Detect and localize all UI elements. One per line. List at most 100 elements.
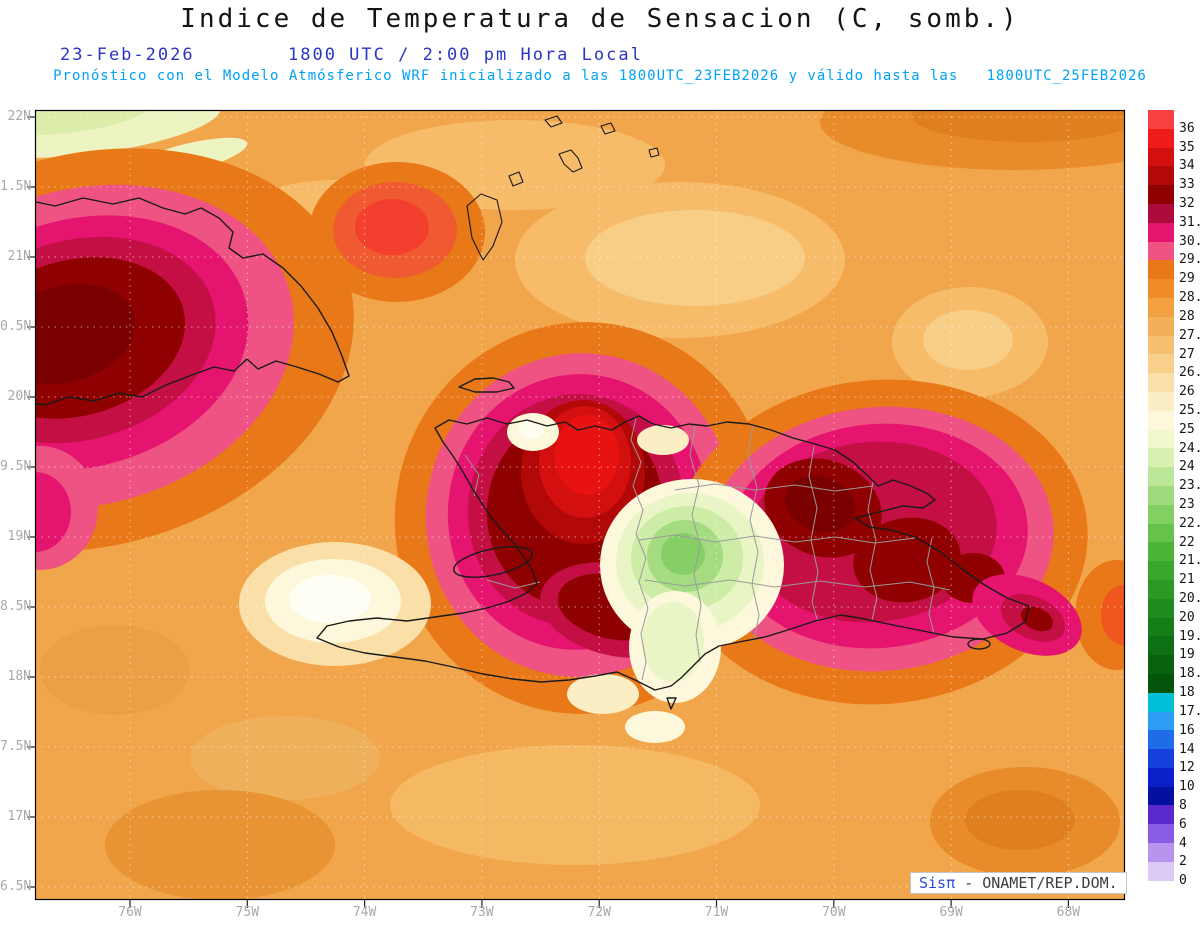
colorbar-label: 27.5 <box>1179 327 1200 343</box>
colorbar-label: 17.5 <box>1179 703 1200 719</box>
x-axis-label: 74W <box>352 905 377 920</box>
axis-ticks <box>27 116 1070 908</box>
y-axis-label: 17N <box>7 809 31 824</box>
colorbar-swatch <box>1148 297 1174 317</box>
map-svg <box>27 109 1126 908</box>
x-axis-label: 68W <box>1056 905 1081 920</box>
colorbar-swatches <box>1148 110 1174 900</box>
forecast-date: 23-Feb-2026 <box>60 45 195 65</box>
y-axis-label: 0.5N <box>0 319 32 334</box>
credit-text: - ONAMET/REP.DOM. <box>955 874 1118 892</box>
turks-caicos-island <box>600 122 616 135</box>
colorbar-label: 36 <box>1179 120 1195 136</box>
colorbar-label: 29.7 <box>1179 252 1200 268</box>
colorbar-swatch <box>1148 504 1174 524</box>
forecast-local-time: 1800 UTC / 2:00 pm Hora Local <box>288 45 643 65</box>
colorbar-label: 23 <box>1179 497 1195 512</box>
colorbar-label: 2 <box>1179 854 1187 870</box>
colorbar-label: 12 <box>1179 760 1195 776</box>
x-axis-label: 73W <box>470 905 494 920</box>
beata-island <box>666 697 677 710</box>
colorbar-swatch <box>1148 711 1174 731</box>
colorbar-swatch <box>1148 203 1174 223</box>
colorbar-swatch <box>1148 617 1174 637</box>
y-axis-label: 1.5N <box>0 179 32 194</box>
y-axis-label: 18N <box>7 669 31 684</box>
colorbar-label: 20.5 <box>1179 591 1200 607</box>
colorbar-label: 18.5 <box>1179 666 1200 682</box>
colorbar-swatch <box>1148 598 1174 618</box>
colorbar-label: 16 <box>1179 722 1195 738</box>
y-axis-label: 9.5N <box>0 459 32 474</box>
colorbar-label: 6 <box>1179 816 1187 832</box>
colorbar-label: 34 <box>1179 158 1195 174</box>
y-axis-label: 8.5N <box>0 599 32 614</box>
colorbar-label: 22 <box>1179 534 1195 550</box>
great-inagua-island <box>466 193 503 261</box>
colorbar-swatch <box>1148 636 1174 656</box>
hispaniola-coastline <box>316 415 1030 691</box>
colorbar-swatch <box>1148 542 1174 562</box>
colorbar-swatch <box>1148 786 1174 806</box>
map-title: Indice de Temperatura de Sensacion (C, s… <box>180 4 1020 34</box>
x-axis-label: 75W <box>235 905 260 920</box>
x-axis-label: 72W <box>587 905 611 920</box>
colorbar-label: 32 <box>1179 196 1195 212</box>
colorbar-swatch <box>1148 730 1174 750</box>
model-run-info: Pronóstico con el Modelo Atmósferico WRF… <box>53 68 1147 84</box>
colorbar-label: 25 <box>1179 421 1195 437</box>
colorbar-label: 21.5 <box>1179 553 1200 569</box>
colorbar-swatch <box>1148 222 1174 242</box>
colorbar-swatch <box>1148 185 1174 204</box>
little-inagua-island <box>508 171 524 187</box>
colorbar-label: 20 <box>1179 609 1195 625</box>
colorbar-swatch <box>1148 467 1174 486</box>
colorbar <box>1148 110 1174 900</box>
colorbar-swatch <box>1148 880 1174 900</box>
colorbar-swatch <box>1148 429 1174 449</box>
colorbar-swatch <box>1148 166 1174 186</box>
y-axis-label: 22N <box>7 109 31 124</box>
map-plot <box>27 109 1126 908</box>
colorbar-swatch <box>1148 279 1174 298</box>
colorbar-label: 14 <box>1179 741 1195 757</box>
colorbar-swatch <box>1148 861 1174 881</box>
colorbar-label: 21 <box>1179 572 1195 588</box>
x-axis-label: 69W <box>939 905 963 920</box>
map-frame <box>34 109 1126 901</box>
colorbar-label: 0 <box>1179 873 1187 889</box>
colorbar-swatch <box>1148 824 1174 844</box>
y-axis-label: 20N <box>7 389 31 404</box>
colorbar-label: 28.5 <box>1179 290 1200 306</box>
colorbar-label: 8 <box>1179 797 1187 813</box>
tortue-island <box>458 377 515 393</box>
colorbar-swatch <box>1148 673 1174 693</box>
saona-island <box>967 638 991 650</box>
y-axis-label: 21N <box>7 249 31 264</box>
colorbar-swatch <box>1148 579 1174 599</box>
colorbar-label: 24 <box>1179 459 1195 475</box>
colorbar-label: 29 <box>1179 271 1195 287</box>
small-islands <box>466 115 660 261</box>
colorbar-label: 24.5 <box>1179 440 1200 456</box>
colorbar-label: 28 <box>1179 308 1195 324</box>
colorbar-swatch <box>1148 843 1174 862</box>
cuba-coastline <box>35 197 350 406</box>
colorbar-label: 10 <box>1179 779 1195 795</box>
colorbar-label: 35 <box>1179 139 1195 155</box>
colorbar-swatch <box>1148 767 1174 787</box>
colorbar-label: 25.5 <box>1179 402 1200 418</box>
x-axis-label: 70W <box>822 905 846 920</box>
turks-caicos-island <box>558 149 583 173</box>
colorbar-swatch <box>1148 354 1174 374</box>
colorbar-swatch <box>1148 692 1174 712</box>
colorbar-swatch <box>1148 561 1174 580</box>
colorbar-swatch <box>1148 128 1174 148</box>
colorbar-swatch <box>1148 448 1174 468</box>
colorbar-swatch <box>1148 523 1174 543</box>
colorbar-swatch <box>1148 373 1174 392</box>
y-axis-label: 7.5N <box>0 739 32 754</box>
credit-badge: Sisπ - ONAMET/REP.DOM. <box>910 872 1127 894</box>
y-axis-label: 19N <box>7 529 31 544</box>
